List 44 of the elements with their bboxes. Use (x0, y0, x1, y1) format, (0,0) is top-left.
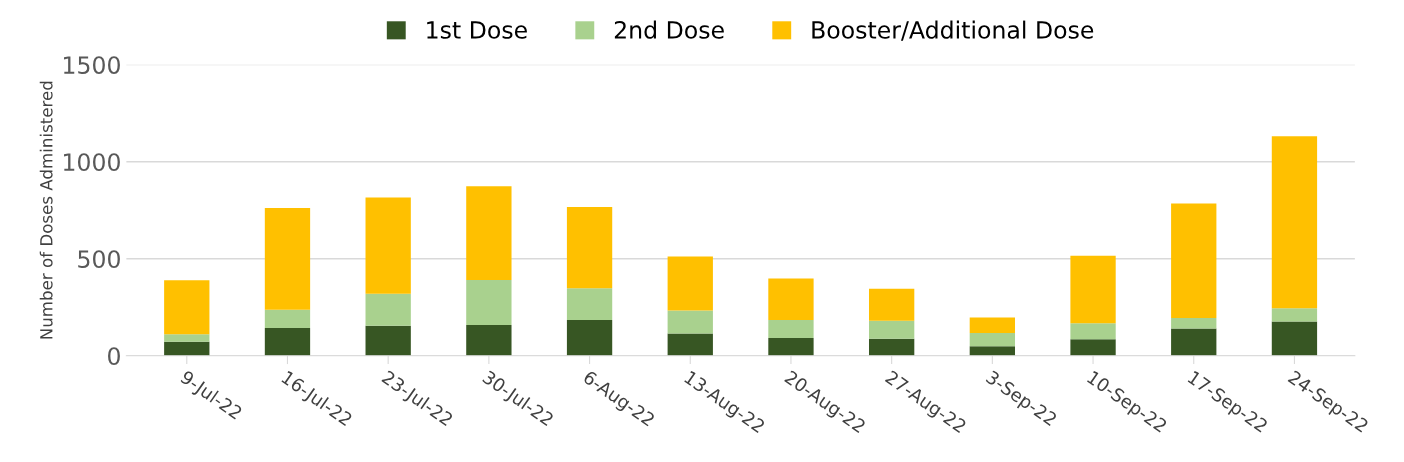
bar (566, 288, 613, 321)
y-tick-label: 1000 (64, 153, 120, 172)
bar (164, 341, 210, 356)
bar (969, 333, 1016, 347)
bar (566, 206, 613, 289)
bar (264, 309, 311, 328)
bar (1271, 136, 1318, 309)
legend-label: Booster/Additional Dose (812, 20, 1094, 41)
bar (264, 327, 311, 356)
bar (1171, 328, 1217, 356)
bar (264, 207, 311, 310)
bar (869, 288, 915, 321)
bar (566, 320, 613, 356)
bar (768, 337, 814, 356)
bar (1171, 318, 1217, 329)
bar (466, 324, 512, 356)
bar (667, 256, 713, 311)
bar (1070, 339, 1116, 356)
bar (164, 280, 210, 335)
bar (1171, 203, 1217, 319)
bar (1070, 323, 1116, 340)
y-axis-title: Number of Doses Administered (39, 81, 53, 339)
bar (466, 186, 512, 281)
bar (1271, 321, 1318, 356)
bar (365, 197, 411, 294)
y-tick-label: 0 (108, 347, 120, 366)
bar (768, 320, 814, 338)
bar (164, 334, 210, 342)
bar (869, 338, 915, 356)
y-tick-label: 1500 (64, 56, 120, 74)
bar (969, 317, 1016, 334)
bar (1070, 255, 1116, 324)
bar (667, 310, 713, 334)
bar (768, 278, 814, 321)
y-tick-label: 500 (78, 250, 120, 269)
bar (969, 346, 1016, 356)
legend-label: 1st Dose (427, 21, 527, 39)
bar (869, 320, 915, 339)
bar (466, 280, 512, 325)
bar (365, 325, 411, 356)
legend-label: 2nd Dose (614, 20, 724, 39)
bar (1271, 308, 1318, 322)
bar (667, 333, 713, 356)
bar (365, 293, 411, 326)
